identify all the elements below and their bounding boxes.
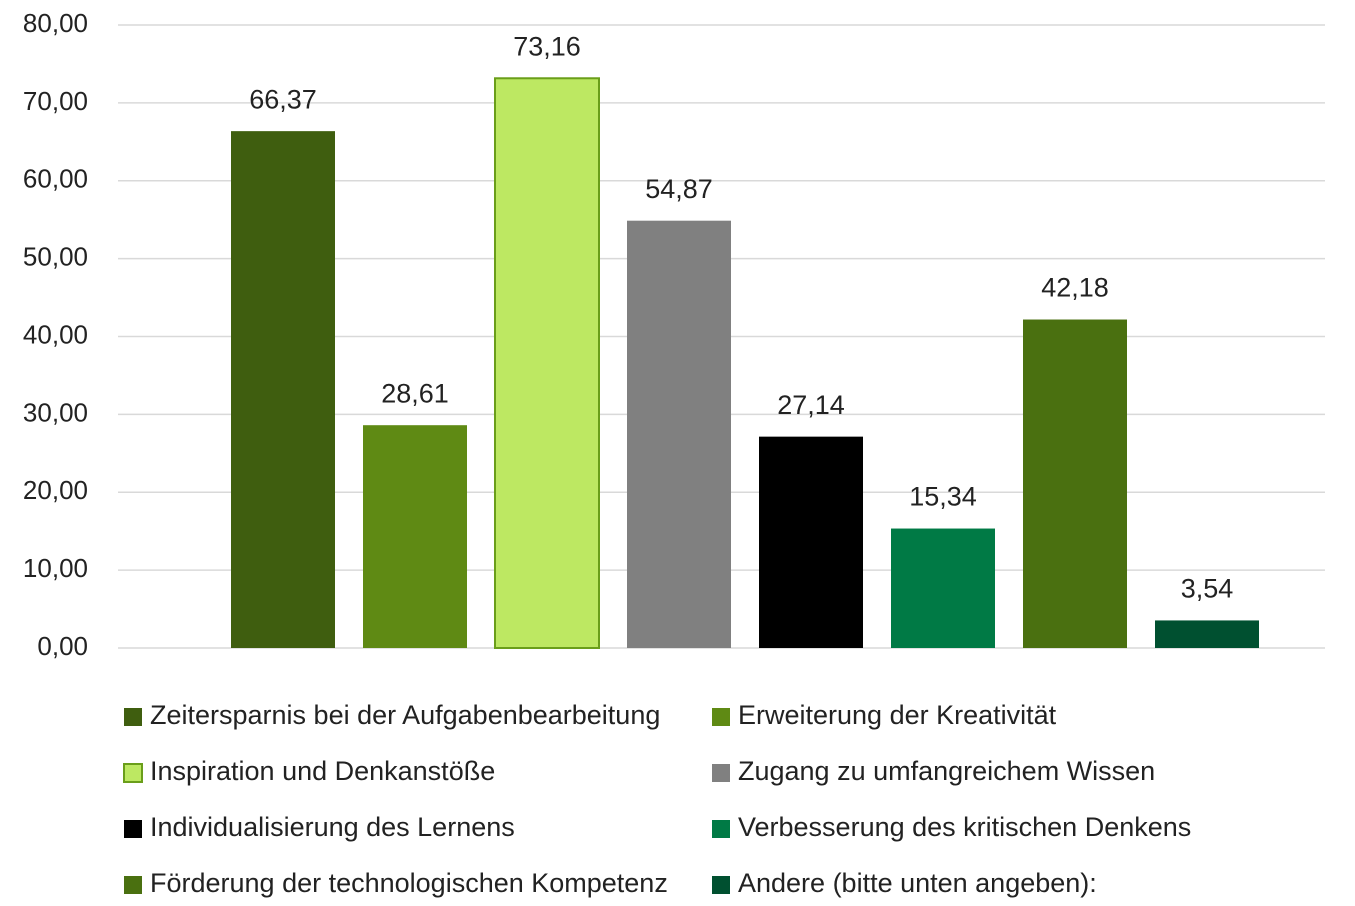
- legend-label: Zeitersparnis bei der Aufgabenbearbeitun…: [150, 700, 660, 730]
- y-tick-label: 10,00: [23, 553, 88, 583]
- legend-label: Inspiration und Denkanstöße: [150, 756, 495, 786]
- legend-swatch: [712, 820, 730, 838]
- y-tick-label: 30,00: [23, 397, 88, 427]
- legend-swatch: [124, 820, 142, 838]
- data-label: 73,16: [513, 31, 581, 61]
- bar: [494, 77, 600, 650]
- y-tick-label: 80,00: [23, 8, 88, 38]
- data-label: 15,34: [909, 482, 977, 512]
- legend-label: Verbesserung des kritischen Denkens: [738, 812, 1191, 842]
- y-tick-label: 0,00: [37, 631, 88, 661]
- data-label: 54,87: [645, 174, 713, 204]
- legend-label: Förderung der technologischen Kompetenz: [150, 868, 668, 898]
- bar: [231, 131, 335, 649]
- y-tick-label: 20,00: [23, 475, 88, 505]
- legend-swatch: [123, 763, 143, 783]
- y-tick-label: 50,00: [23, 242, 88, 272]
- bar: [891, 528, 995, 648]
- data-label: 3,54: [1181, 574, 1234, 604]
- legend-swatch: [712, 764, 730, 782]
- legend-swatch: [124, 876, 142, 894]
- bar: [1155, 620, 1259, 648]
- legend-label: Individualisierung des Lernens: [150, 812, 515, 842]
- y-tick-label: 70,00: [23, 86, 88, 116]
- legend-label: Erweiterung der Kreativität: [738, 700, 1057, 730]
- legend-label: Andere (bitte unten angeben):: [738, 868, 1097, 898]
- y-tick-label: 60,00: [23, 164, 88, 194]
- bar: [627, 220, 731, 648]
- bar: [759, 436, 863, 648]
- data-label: 66,37: [249, 84, 317, 114]
- data-label: 42,18: [1041, 273, 1109, 303]
- bar: [363, 425, 467, 648]
- bar: [1023, 319, 1127, 648]
- legend-swatch: [124, 708, 142, 726]
- legend-label: Zugang zu umfangreichem Wissen: [738, 756, 1155, 786]
- y-tick-label: 40,00: [23, 319, 88, 349]
- data-label: 28,61: [381, 378, 449, 408]
- data-label: 27,14: [777, 390, 845, 420]
- legend-swatch: [712, 708, 730, 726]
- legend-swatch: [712, 876, 730, 894]
